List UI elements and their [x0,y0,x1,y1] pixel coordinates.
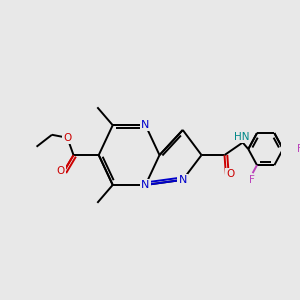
Text: N: N [178,175,187,185]
Text: N: N [141,180,150,190]
Text: HN: HN [233,132,249,142]
Text: O: O [63,133,71,143]
Text: F: F [297,143,300,154]
Text: N: N [141,120,150,130]
Text: F: F [249,175,255,185]
Text: O: O [226,169,234,179]
Text: O: O [56,167,64,176]
